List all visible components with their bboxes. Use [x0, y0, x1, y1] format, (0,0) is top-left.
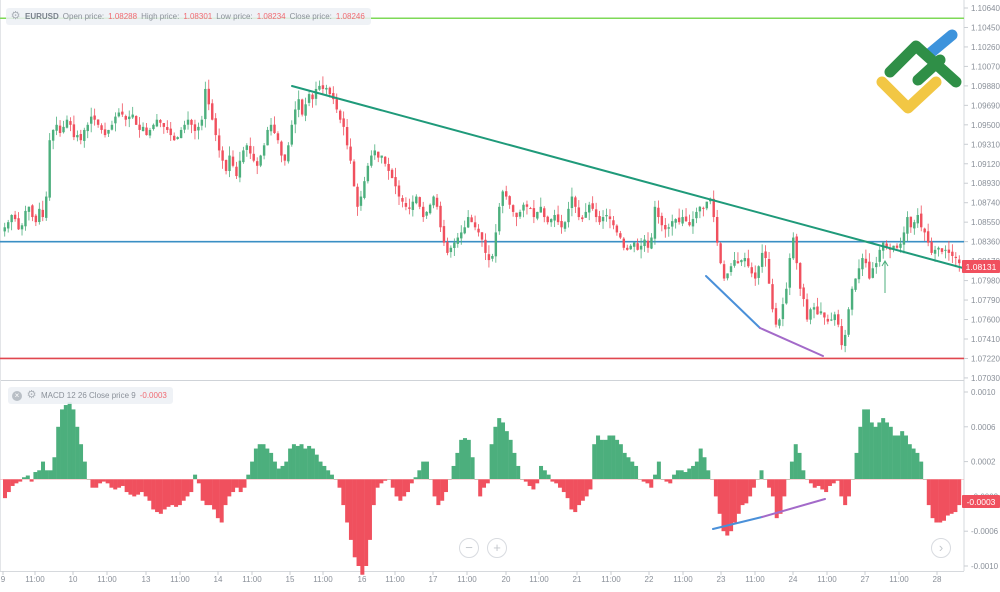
price-tick-label: 1.07030 [971, 374, 1000, 383]
price-tick-label: 1.09690 [971, 101, 1000, 110]
macd-low-2[interactable] [761, 498, 826, 518]
time-tick-label: 22 [645, 575, 654, 584]
time-tick-label: 14 [214, 575, 223, 584]
price-tick-label: 1.07410 [971, 335, 1000, 344]
time-axis[interactable]: 9 11:00 10 11:00 13 11:00 14 11:00 15 11:00 16 11:0… [1, 571, 942, 584]
price-tick-label: 1.08740 [971, 199, 1000, 208]
macd-histogram [3, 402, 962, 575]
price-legend: ⚙ EURUSD Open price: 1.08288 High price:… [6, 8, 371, 25]
high-label: High price: [141, 12, 180, 21]
time-tick-label: 11:00 [97, 575, 117, 584]
time-tick-label: 27 [861, 575, 870, 584]
price-tick-label: 1.09500 [971, 121, 1000, 130]
time-tick-label: 15 [286, 575, 295, 584]
macd-tick-label: 0.0002 [971, 458, 996, 467]
price-tick-label: 1.10070 [971, 62, 1000, 71]
time-tick-label: 23 [717, 575, 726, 584]
price-tick-label: 1.08360 [971, 238, 1000, 247]
price-tick-label: 1.08550 [971, 218, 1000, 227]
price-tick-label: 1.08930 [971, 179, 1000, 188]
price-tick-label: 1.09120 [971, 160, 1000, 169]
gear-icon[interactable]: ⚙ [26, 389, 37, 401]
time-tick-label: 20 [502, 575, 511, 584]
zoom-in-button[interactable]: + [487, 538, 507, 558]
time-tick-label: 21 [573, 575, 582, 584]
candlesticks [3, 76, 961, 353]
macd-tick-label: -0.0010 [971, 562, 999, 571]
low-value: 1.08234 [256, 12, 286, 21]
close-value: 1.08246 [335, 12, 365, 21]
time-tick-label: 11:00 [745, 575, 765, 584]
low-label: Low price: [216, 12, 253, 21]
time-tick-label: 13 [142, 575, 151, 584]
time-tick-label: 17 [429, 575, 438, 584]
open-value: 1.08288 [108, 12, 138, 21]
time-tick-label: 11:00 [673, 575, 693, 584]
price-low-2[interactable] [759, 327, 824, 357]
macd-legend: × ⚙ MACD 12 26 Close price 9 -0.0003 [8, 387, 173, 404]
time-tick-label: 11:00 [601, 575, 621, 584]
litefinance-logo [876, 29, 962, 114]
minus-circle-icon: − [465, 540, 473, 555]
time-tick-label: 10 [69, 575, 78, 584]
price-tick-label: 1.07220 [971, 354, 1000, 363]
time-tick-label: 11:00 [242, 575, 262, 584]
zoom-out-button[interactable]: − [459, 538, 479, 558]
close-label: Close price: [289, 12, 332, 21]
time-tick-label: 11:00 [889, 575, 909, 584]
chevron-right-circle-icon: › [938, 540, 944, 555]
price-tick-label: 1.07980 [971, 277, 1000, 286]
price-axis[interactable]: 1.10640 1.10450 1.10260 1.10070 1.09880 1.096… [964, 4, 1000, 383]
macd-tick-label: 0.0010 [971, 388, 996, 397]
time-tick-label: 9 [1, 575, 6, 584]
horizontal-levels[interactable] [0, 17, 964, 360]
scroll-right-button[interactable]: › [931, 538, 951, 558]
high-value: 1.08301 [183, 12, 213, 21]
price-tick-label: 1.09310 [971, 140, 1000, 149]
price-tick-label: 1.07790 [971, 296, 1000, 305]
time-tick-label: 11:00 [170, 575, 190, 584]
time-tick-label: 11:00 [385, 575, 405, 584]
time-tick-label: 11:00 [529, 575, 549, 584]
macd-tick-label: -0.0006 [971, 527, 999, 536]
close-icon[interactable]: × [12, 390, 22, 401]
open-label: Open price: [62, 12, 105, 21]
macd-tick-label: 0.0006 [971, 423, 996, 432]
current-price-badge: 1.08131 [962, 260, 1000, 273]
plus-circle-icon: + [493, 540, 501, 555]
symbol-label: EURUSD [25, 12, 59, 21]
macd-value: -0.0003 [139, 391, 167, 400]
svg-text:1.08131: 1.08131 [966, 262, 997, 272]
gear-icon[interactable]: ⚙ [10, 10, 21, 22]
svg-text:-0.0003: -0.0003 [967, 497, 996, 507]
time-tick-label: 11:00 [25, 575, 45, 584]
descending-trendline[interactable] [291, 85, 964, 269]
price-tick-label: 1.10450 [971, 23, 1000, 32]
macd-label: MACD 12 26 Close price 9 [41, 391, 136, 400]
time-tick-label: 16 [358, 575, 367, 584]
price-tick-label: 1.10640 [971, 4, 1000, 13]
macd-low-1[interactable] [712, 516, 763, 530]
trendlines[interactable] [291, 85, 964, 357]
price-low-1[interactable] [705, 275, 761, 329]
time-tick-label: 11:00 [457, 575, 477, 584]
arrow-up-icon [881, 260, 889, 293]
current-macd-badge: -0.0003 [962, 495, 1000, 508]
time-tick-label: 11:00 [313, 575, 333, 584]
price-tick-label: 1.10260 [971, 43, 1000, 52]
time-tick-label: 24 [789, 575, 798, 584]
time-tick-label: 11:00 [817, 575, 837, 584]
price-tick-label: 1.07600 [971, 316, 1000, 325]
price-tick-label: 1.09880 [971, 82, 1000, 91]
macd-divergence-lines[interactable] [712, 498, 826, 530]
time-tick-label: 28 [933, 575, 942, 584]
